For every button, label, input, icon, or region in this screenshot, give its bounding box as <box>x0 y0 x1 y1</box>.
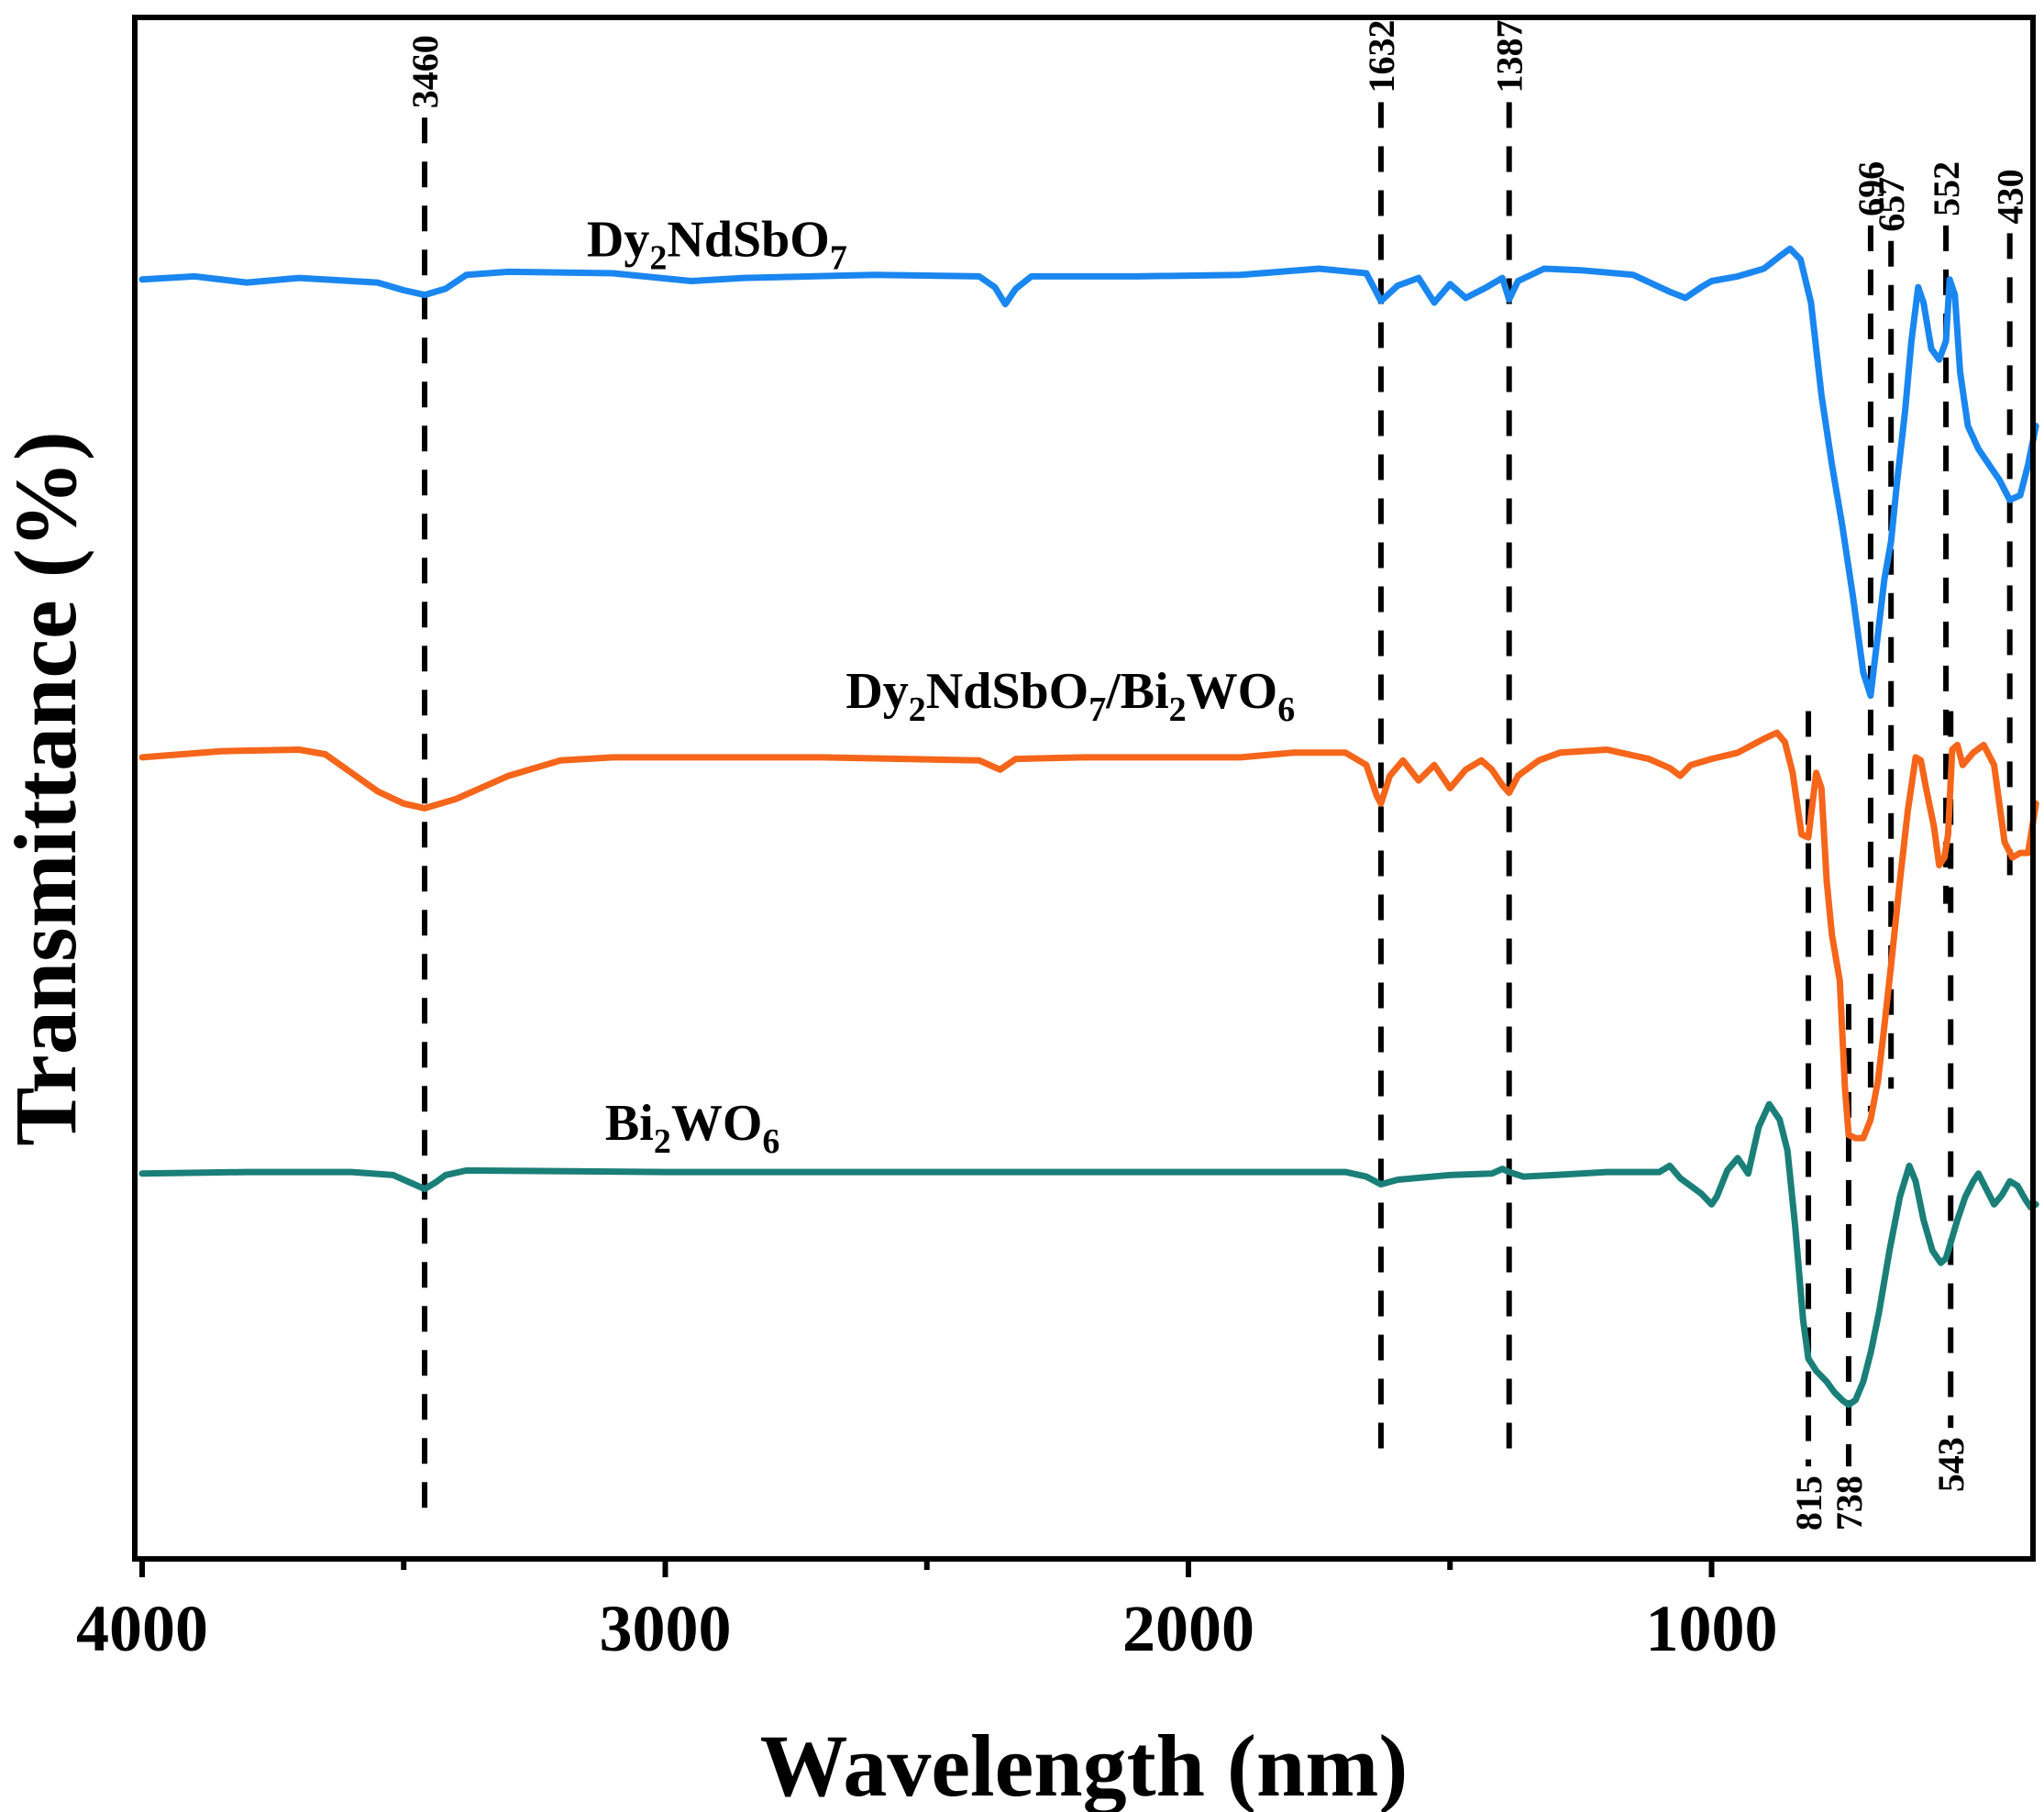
peak-label-1632: 1632 <box>1361 19 1402 93</box>
y-axis-title: Transmittance (%) <box>0 431 94 1145</box>
plot-frame <box>132 15 2036 1562</box>
x-tick-label: 3000 <box>600 1592 732 1665</box>
peak-label-430: 430 <box>1990 169 2031 224</box>
series-line-2 <box>138 729 2039 1142</box>
peak-label-3460: 3460 <box>404 35 446 108</box>
series-label-2: Dy2NdSbO7/Bi2WO6 <box>845 663 1295 729</box>
peak-label-815: 815 <box>1788 1475 1829 1530</box>
series-line-3 <box>138 1100 2039 1409</box>
peak-label-543: 543 <box>1930 1437 1972 1492</box>
peak-label-552: 552 <box>1926 161 1967 216</box>
x-axis-ticks: 4000 3000 2000 1000 <box>76 1559 1778 1665</box>
x-tick-label: 2000 <box>1122 1592 1254 1665</box>
peak-label-1387: 1387 <box>1489 19 1530 93</box>
series-label-1: Dy2NdSbO7 <box>587 212 847 278</box>
series-lines <box>138 245 2039 1409</box>
peak-label-738: 738 <box>1829 1475 1870 1530</box>
series-line-1 <box>138 245 2039 700</box>
x-tick-label: 4000 <box>76 1592 208 1665</box>
peak-label-657: 657 <box>1871 177 1912 232</box>
series-labels: Dy2NdSbO7 Dy2NdSbO7/Bi2WO6 Bi2WO6 <box>587 212 1295 1161</box>
series-label-3: Bi2WO6 <box>605 1095 779 1161</box>
x-axis-title: Wavelength (nm) <box>760 1717 1409 1812</box>
peak-label-696: 696 <box>1851 161 1892 216</box>
x-tick-label: 1000 <box>1646 1592 1778 1665</box>
